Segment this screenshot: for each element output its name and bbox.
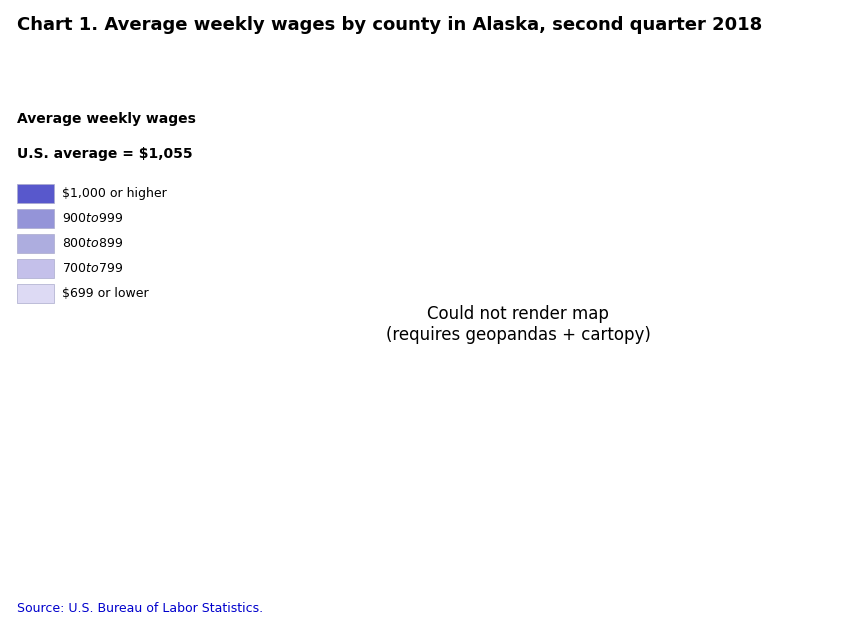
Text: Chart 1. Average weekly wages by county in Alaska, second quarter 2018: Chart 1. Average weekly wages by county … xyxy=(17,16,763,34)
Text: Average weekly wages: Average weekly wages xyxy=(17,112,196,126)
Text: Source: U.S. Bureau of Labor Statistics.: Source: U.S. Bureau of Labor Statistics. xyxy=(17,602,264,615)
Text: $700 to $799: $700 to $799 xyxy=(62,262,124,275)
Text: U.S. average = $1,055: U.S. average = $1,055 xyxy=(17,147,193,160)
Text: $699 or lower: $699 or lower xyxy=(62,287,149,300)
Text: $1,000 or higher: $1,000 or higher xyxy=(62,187,167,200)
Text: $900 to $999: $900 to $999 xyxy=(62,212,124,225)
Text: $800 to $899: $800 to $899 xyxy=(62,237,124,250)
Text: Could not render map
(requires geopandas + cartopy): Could not render map (requires geopandas… xyxy=(386,305,651,344)
